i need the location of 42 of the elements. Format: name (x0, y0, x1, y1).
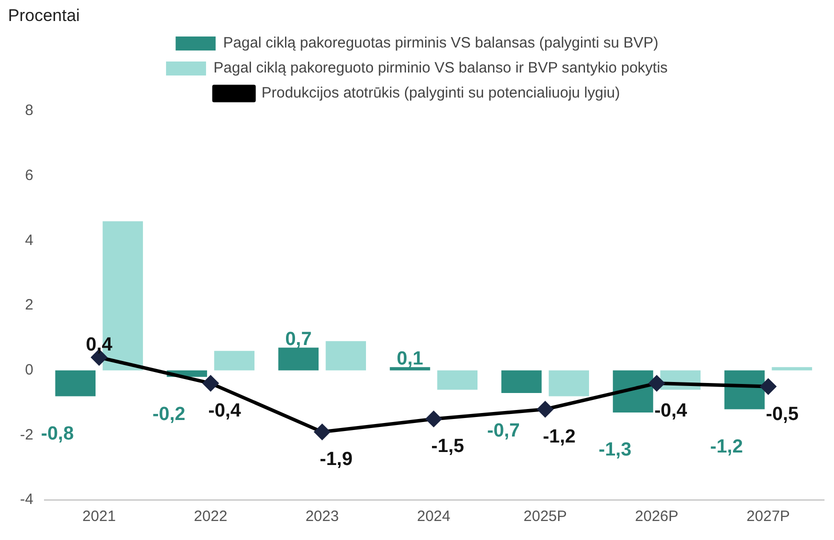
bar (390, 367, 430, 370)
data-label: -1,5 (431, 436, 464, 458)
bar (55, 370, 96, 396)
y-tick-label: -2 (20, 426, 34, 444)
bar (437, 370, 478, 390)
data-label: -1,2 (542, 426, 576, 448)
data-label: -0,4 (208, 400, 242, 422)
bar (612, 370, 654, 412)
data-label: -1,2 (710, 436, 743, 458)
data-label: -0,7 (487, 420, 520, 442)
y-tick-label: -4 (20, 491, 34, 508)
data-label: -0,8 (41, 424, 74, 444)
y-tick-label: 0 (24, 361, 34, 378)
x-tick-label: 2024 (416, 508, 450, 526)
y-tick-label: 2 (24, 296, 34, 314)
data-label: 0,4 (86, 334, 113, 356)
y-tick-label: 6 (24, 166, 34, 184)
x-tick-label: 2027P (746, 508, 790, 526)
data-label: -0,2 (152, 404, 186, 426)
data-label: 0,1 (396, 348, 424, 370)
legend-label: Produkcijos atotrūkis (palyginti su potencialiuoju lygiu) (261, 84, 620, 102)
legend-label: Pagal ciklą pakoreguoto pirminio VS balanso ir BVP santykio pokytis (214, 60, 668, 77)
bar (214, 350, 254, 370)
y-tick-label: 8 (24, 102, 34, 120)
x-tick-label: 2026P (635, 508, 678, 526)
bar (278, 348, 319, 370)
x-tick-label: 2021 (82, 508, 116, 526)
data-label: -0,4 (654, 400, 688, 422)
bar (772, 367, 812, 370)
x-tick-label: 2023 (305, 508, 339, 526)
data-label: 0,7 (285, 328, 312, 350)
x-tick-label: 2025P (524, 508, 567, 526)
legend-label: Pagal ciklą pakoreguotas pirminis VS balansas (palyginti su BVP) (223, 34, 658, 52)
text: Procentai (8, 6, 80, 26)
y-tick-label: 4 (24, 232, 34, 249)
x-tick-label: 2022 (194, 508, 228, 526)
data-label: -1,3 (598, 440, 632, 461)
data-label: -0,5 (766, 404, 800, 425)
bar (501, 370, 542, 394)
bar (326, 341, 366, 370)
bar (548, 370, 590, 396)
data-label: -1,9 (320, 449, 353, 470)
